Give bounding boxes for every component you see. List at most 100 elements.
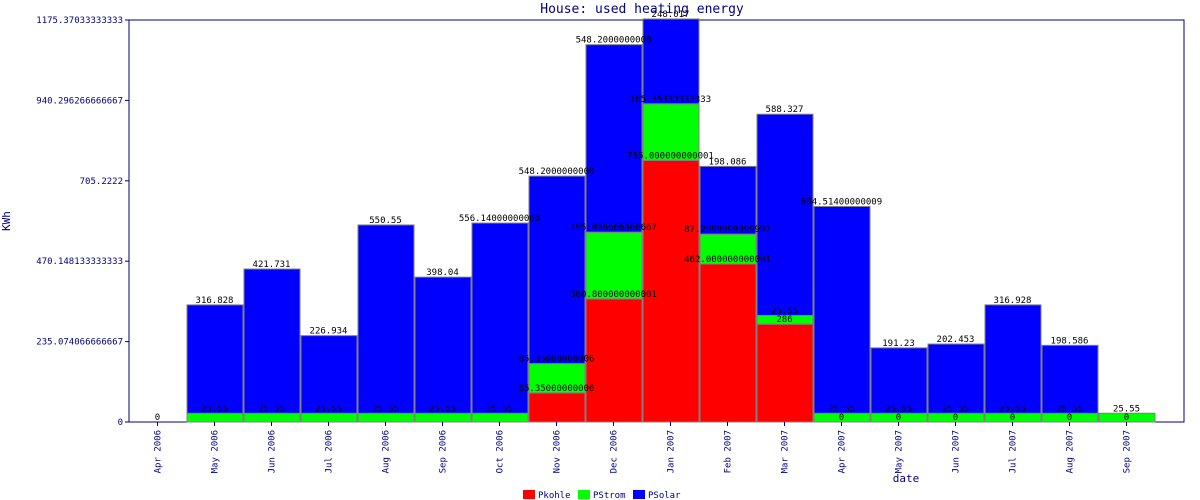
bar-psolar-11 [756, 113, 814, 316]
bar-psolar-14 [927, 343, 985, 414]
bar-psolar-9 [642, 18, 700, 105]
bar-pstrom-10 [699, 233, 757, 265]
data-label-psolar-3: 226.934 [310, 327, 348, 337]
data-label-pkohle-9: 765.000000000001 [627, 151, 714, 161]
bar-pstrom-5 [414, 412, 472, 423]
data-label-pkohle-15: 0 [1010, 413, 1015, 423]
bar-psolar-4 [357, 224, 415, 414]
bar-psolar-8 [585, 44, 643, 233]
data-label-pstrom-9: 165.35333333333 [630, 95, 711, 105]
legend-label-psolar: PSolar [648, 491, 681, 500]
bar-psolar-5 [414, 276, 472, 414]
legend-swatch-pstrom [578, 490, 590, 499]
data-label-pkohle-10: 462.000000000001 [684, 255, 771, 265]
data-label-pkohle-8: 360.800000000001 [570, 290, 657, 300]
bar-pstrom-8 [585, 231, 643, 300]
x-tick-label-12: Apr 2007 [838, 430, 848, 473]
data-label-pkohle-12: 0 [839, 413, 844, 423]
y-tick-label-4: 940.296266666667 [36, 96, 123, 106]
x-tick-label-14: Jun 2007 [952, 430, 962, 473]
data-label-pstrom-14: 25.55 [942, 404, 969, 414]
legend-swatch-psolar [633, 490, 645, 499]
data-label-psolar-5: 398.04 [426, 268, 459, 278]
data-label-pstrom-2: 25.55 [258, 404, 285, 414]
bar-pkohle-11 [756, 323, 814, 423]
y-tick-label-2: 470.148133333333 [36, 257, 123, 267]
data-label-psolar-14: 202.453 [937, 335, 975, 345]
bar-psolar-7 [528, 175, 586, 365]
data-label-pkohle-11: 286 [776, 315, 792, 325]
bar-psolar-12 [813, 206, 871, 414]
data-label-psolar-4: 550.55 [369, 216, 402, 226]
data-label-pkohle-14: 0 [953, 413, 958, 423]
bar-pstrom-1 [186, 412, 244, 423]
bar-pstrom-2 [243, 412, 301, 423]
bar-pkohle-7 [528, 392, 586, 423]
x-tick-label-6: Oct 2006 [496, 430, 506, 473]
legend-swatch-pkohle [523, 490, 535, 499]
data-label-psolar-2: 421.731 [253, 260, 291, 270]
bars-layer [186, 18, 1156, 423]
y-tick-label-1: 235.074066666667 [36, 338, 123, 348]
x-tick-label-15: Jul 2007 [1009, 430, 1019, 473]
bar-psolar-6 [471, 222, 529, 414]
y-tick-label-0: 0 [118, 418, 123, 428]
data-label-pstrom-8: 195.036666666667 [570, 223, 657, 233]
bar-psolar-1 [186, 304, 244, 414]
data-label-psolar-13: 191.23 [882, 339, 915, 349]
data-label-psolar-8: 548.2000000000 [576, 36, 652, 46]
bar-pstrom-7 [528, 363, 586, 394]
data-labels-layer: 025.55316.82825.55421.73125.55226.93425.… [155, 10, 1140, 423]
x-tick-label-1: May 2006 [211, 430, 221, 473]
data-label-psolar-1: 316.828 [196, 296, 234, 306]
legend-label-pkohle: Pkohle [538, 491, 571, 500]
x-tick-label-9: Jan 2007 [667, 430, 677, 473]
data-label-pstrom-5: 25.55 [429, 404, 456, 414]
x-tick-label-17: Sep 2007 [1123, 430, 1133, 473]
bar-pkohle-9 [642, 159, 700, 423]
data-label-pstrom-16: 25.55 [1056, 404, 1083, 414]
x-tick-label-13: May 2007 [895, 430, 905, 473]
x-tick-label-4: Aug 2006 [382, 430, 392, 473]
data-label-psolar-10: 198.086 [709, 157, 747, 167]
data-label-pkohle-13: 0 [896, 413, 901, 423]
data-label-pstrom-13: 25.55 [885, 404, 912, 414]
x-tick-label-0: Apr 2006 [154, 430, 164, 473]
data-label-pstrom-12: 25.55 [828, 404, 855, 414]
data-label-pstrom-6: 25.55 [486, 404, 513, 414]
x-tick-label-8: Dec 2006 [610, 430, 620, 473]
data-label-psolar-16: 198.586 [1051, 336, 1089, 346]
x-tick-label-10: Feb 2007 [724, 430, 734, 473]
bar-psolar-15 [984, 304, 1042, 414]
data-label-psolar-15: 316.928 [994, 296, 1032, 306]
x-tick-label-3: Jul 2006 [325, 430, 335, 473]
data-label-pstrom-3: 25.55 [315, 404, 342, 414]
data-label-pstrom-1: 25.55 [201, 404, 228, 414]
bar-psolar-3 [300, 335, 358, 414]
data-label-psolar-12: 604.51400000009 [801, 198, 882, 208]
x-tick-label-7: Nov 2006 [553, 430, 563, 473]
bar-psolar-2 [243, 268, 301, 414]
x-axis: Apr 2006 May 2006 Jun 2006 Jul 2006 Aug 2006… [154, 422, 1133, 473]
x-tick-label-5: Sep 2006 [439, 430, 449, 473]
bar-pkohle-10 [699, 263, 757, 423]
chart-title: House: used heating energy [540, 2, 744, 17]
bar-pstrom-4 [357, 412, 415, 423]
legend-label-pstrom: PStrom [593, 491, 626, 500]
bar-pstrom-3 [300, 412, 358, 423]
data-label-pstrom-11: 25.55 [771, 306, 798, 316]
data-label-pkohle-7: 85.35000000006 [519, 384, 595, 394]
bar-pstrom-9 [642, 103, 700, 161]
data-label-pstrom-7: 85.35000000006 [519, 355, 595, 365]
data-label-psolar-6: 556.14000000000 [459, 214, 540, 224]
bar-psolar-13 [870, 347, 928, 414]
data-label-pstrom-15: 25.55 [999, 404, 1026, 414]
legend: Pkohle PStrom PSolar [523, 490, 681, 500]
data-label-pkohle-16: 0 [1067, 413, 1072, 423]
data-label-pstrom-4: 25.55 [372, 404, 399, 414]
data-label-psolar-11: 588.327 [766, 105, 804, 115]
bar-pstrom-6 [471, 412, 529, 423]
y-tick-label-3: 705.2222 [80, 177, 123, 187]
data-label-psolar-7: 548.2000000000 [519, 167, 595, 177]
